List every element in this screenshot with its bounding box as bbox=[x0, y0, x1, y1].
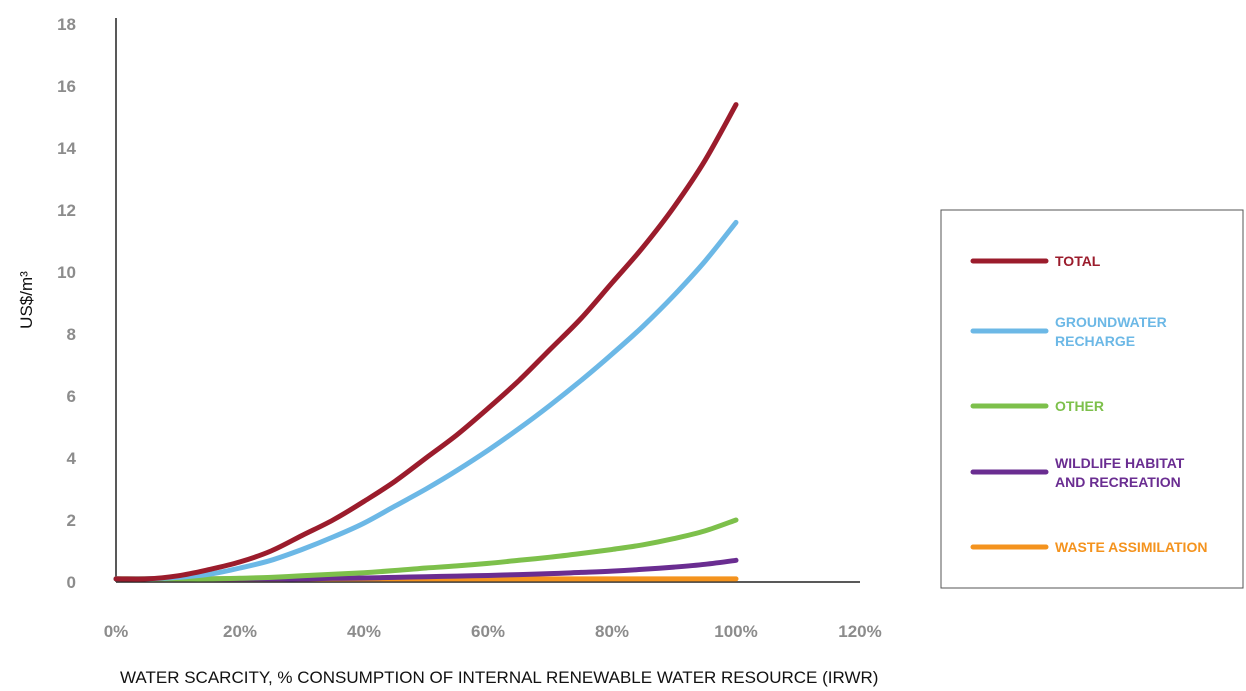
y-tick-label: 18 bbox=[57, 15, 76, 34]
x-tick-label: 60% bbox=[471, 622, 505, 641]
legend-label-waste-assimilation: WASTE ASSIMILATION bbox=[1055, 539, 1207, 555]
y-axis-title: US$/m³ bbox=[17, 271, 36, 329]
y-tick-label: 6 bbox=[67, 387, 76, 406]
y-tick-label: 10 bbox=[57, 263, 76, 282]
x-tick-label: 80% bbox=[595, 622, 629, 641]
legend-label-other: OTHER bbox=[1055, 398, 1104, 414]
y-tick-label: 12 bbox=[57, 201, 76, 220]
x-tick-label: 120% bbox=[838, 622, 881, 641]
x-tick-label: 100% bbox=[714, 622, 757, 641]
series-line-total bbox=[113, 102, 739, 582]
x-tick-label: 20% bbox=[223, 622, 257, 641]
legend-label-groundwater-recharge: GROUNDWATER bbox=[1055, 314, 1167, 330]
y-tick-label: 16 bbox=[57, 77, 76, 96]
legend-label-wildlife-habitat-and-recreation: AND RECREATION bbox=[1055, 474, 1181, 490]
x-tick-label: 0% bbox=[104, 622, 129, 641]
series-line-other bbox=[113, 517, 739, 582]
x-axis-title: WATER SCARCITY, % CONSUMPTION OF INTERNA… bbox=[120, 668, 878, 687]
legend-box bbox=[940, 209, 1244, 589]
legend-label-wildlife-habitat-and-recreation: WILDLIFE HABITAT bbox=[1055, 455, 1185, 471]
y-tick-label: 4 bbox=[67, 449, 77, 468]
y-tick-label: 0 bbox=[67, 573, 76, 592]
legend-label-groundwater-recharge: RECHARGE bbox=[1055, 333, 1135, 349]
x-tick-label: 40% bbox=[347, 622, 381, 641]
y-tick-label: 2 bbox=[67, 511, 76, 530]
y-tick-label: 14 bbox=[57, 139, 76, 158]
series-line-groundwater-recharge bbox=[113, 219, 739, 582]
y-tick-label: 8 bbox=[67, 325, 76, 344]
legend-label-total: TOTAL bbox=[1055, 253, 1101, 269]
